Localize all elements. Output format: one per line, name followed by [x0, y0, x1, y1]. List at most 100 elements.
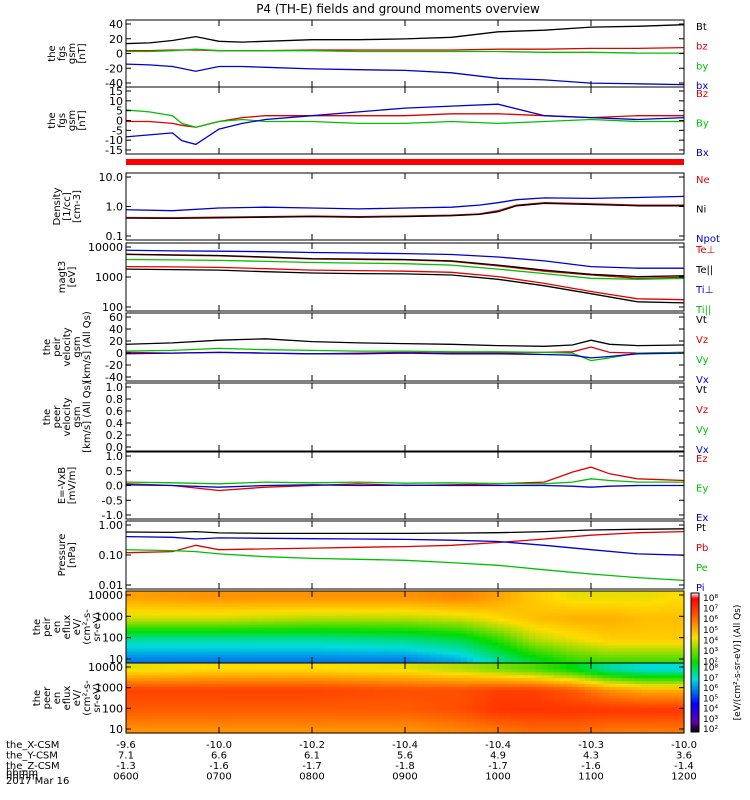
- heatmap-cell: [429, 636, 437, 640]
- heatmap-cell: [671, 700, 679, 705]
- heatmap-cell: [622, 621, 629, 625]
- heatmap-cell: [498, 627, 505, 631]
- heatmap-cell: [405, 671, 412, 676]
- heatmap-cell: [584, 627, 592, 631]
- heatmap-cell: [522, 600, 530, 604]
- heatmap-cell: [361, 677, 369, 682]
- heatmap-cell: [355, 692, 363, 696]
- heatmap-cell: [671, 698, 679, 702]
- heatmap-cell: [243, 712, 251, 717]
- heatmap-cell: [231, 698, 239, 702]
- heatmap-cell: [628, 668, 635, 673]
- heatmap-cell: [318, 660, 325, 664]
- heatmap-cell: [293, 671, 301, 676]
- heatmap-cell: [485, 692, 493, 696]
- heatmap-cell: [529, 671, 536, 676]
- y-axis-label: [1/cc]: [62, 192, 73, 221]
- heatmap-cell: [436, 594, 443, 598]
- heatmap-cell: [169, 692, 177, 696]
- heatmap-cell: [256, 621, 263, 625]
- heatmap-cell: [299, 668, 307, 673]
- heatmap-cell: [677, 597, 685, 601]
- heatmap-cell: [367, 600, 375, 604]
- heatmap-cell: [237, 709, 245, 714]
- heatmap-cell: [281, 677, 288, 682]
- heatmap-cell: [200, 636, 208, 640]
- heatmap-cell: [411, 627, 418, 631]
- heatmap-cell: [628, 692, 635, 696]
- heatmap-cell: [504, 633, 511, 637]
- heatmap-cell: [460, 609, 468, 613]
- heatmap-cell: [498, 594, 505, 598]
- heatmap-cell: [343, 721, 350, 725]
- heatmap-cell: [268, 606, 276, 610]
- heatmap-cell: [510, 700, 518, 705]
- heatmap-cell: [448, 660, 456, 664]
- heatmap-cell: [194, 633, 201, 637]
- heatmap-cell: [243, 700, 251, 705]
- heatmap-cell: [454, 639, 462, 643]
- heatmap-cell: [516, 674, 524, 679]
- heatmap-cell: [516, 660, 524, 664]
- legend-label-Pt: Pt: [696, 523, 706, 534]
- heatmap-cell: [454, 618, 462, 622]
- heatmap-cell: [591, 721, 598, 725]
- heatmap-cell: [324, 689, 332, 693]
- heatmap-cell: [398, 627, 406, 631]
- heatmap-cell: [591, 668, 598, 673]
- heatmap-cell: [591, 730, 598, 734]
- heatmap-cell: [423, 663, 431, 667]
- y-axis-label: peer: [42, 686, 53, 710]
- heatmap-cell: [535, 700, 542, 705]
- heatmap-cell: [485, 615, 493, 619]
- heatmap-cell: [330, 709, 338, 714]
- heatmap-cell: [578, 606, 586, 610]
- heatmap-cell: [498, 683, 505, 687]
- heatmap-cell: [256, 724, 263, 728]
- heatmap-cell: [305, 692, 313, 696]
- y-tick-label: 10.0: [99, 171, 124, 184]
- heatmap-cell: [212, 639, 220, 643]
- heatmap-cell: [169, 680, 177, 685]
- panel-frame: [125, 382, 685, 452]
- heatmap-cell: [318, 597, 325, 601]
- heatmap-cell: [336, 657, 344, 661]
- heatmap-cell: [634, 712, 642, 717]
- heatmap-cell: [169, 648, 177, 652]
- heatmap-cell: [299, 630, 307, 634]
- heatmap-cell: [188, 603, 195, 607]
- heatmap-cell: [262, 677, 270, 682]
- heatmap-cell: [374, 706, 381, 711]
- heatmap-cell: [535, 706, 542, 711]
- heatmap-cell: [231, 639, 239, 643]
- heatmap-cell: [330, 591, 338, 595]
- heatmap-cell: [448, 615, 456, 619]
- heatmap-cell: [429, 606, 437, 610]
- heatmap-cell: [318, 615, 325, 619]
- heatmap-cell: [460, 680, 468, 685]
- heatmap-cell: [553, 700, 561, 705]
- heatmap-cell: [603, 660, 611, 664]
- heatmap-cell: [429, 654, 437, 658]
- heatmap-cell: [349, 615, 356, 619]
- heatmap-cell: [448, 683, 456, 687]
- heatmap-cell: [237, 603, 245, 607]
- heatmap-cell: [343, 624, 350, 628]
- heatmap-cell: [591, 671, 598, 676]
- heatmap-cell: [138, 683, 146, 687]
- heatmap-cell: [615, 654, 623, 658]
- heatmap-cell: [653, 651, 660, 655]
- heatmap-cell: [411, 668, 418, 673]
- heatmap-cell: [442, 654, 449, 658]
- heatmap-cell: [665, 663, 673, 667]
- legend-label-by: by: [696, 61, 708, 72]
- heatmap-cell: [485, 627, 493, 631]
- heatmap-cell: [169, 642, 177, 646]
- heatmap-cell: [417, 680, 425, 685]
- heatmap-cell: [429, 633, 437, 637]
- heatmap-cell: [560, 721, 567, 725]
- heatmap-cell: [597, 686, 604, 690]
- heatmap-cell: [281, 718, 288, 722]
- heatmap-cell: [324, 703, 332, 708]
